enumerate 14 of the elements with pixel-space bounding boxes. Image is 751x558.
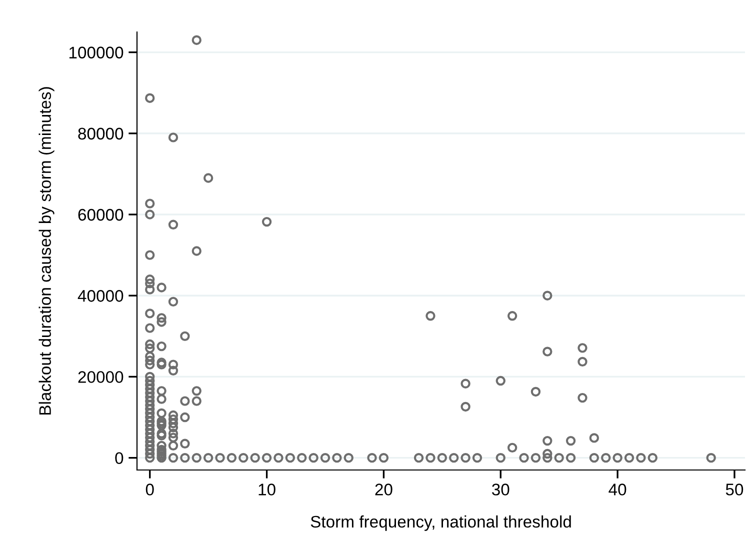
y-tick-label: 0 — [115, 452, 124, 464]
x-axis-title: Storm frequency, national threshold — [310, 515, 571, 531]
x-tick-label: 0 — [146, 484, 154, 496]
y-tick-label: 80000 — [78, 128, 124, 140]
x-tick-label: 50 — [726, 484, 744, 496]
y-tick-label: 20000 — [78, 371, 124, 383]
y-axis-title: Blackout duration caused by storm (minutes) — [38, 87, 54, 415]
y-tick-label: 60000 — [78, 208, 124, 221]
y-tick-label: 40000 — [78, 290, 124, 302]
x-tick-label: 20 — [375, 484, 392, 496]
x-tick-label: 40 — [608, 484, 626, 496]
y-tick-label: 100000 — [69, 46, 124, 58]
x-tick-label: 30 — [492, 484, 510, 496]
x-tick-label: 10 — [258, 484, 276, 496]
